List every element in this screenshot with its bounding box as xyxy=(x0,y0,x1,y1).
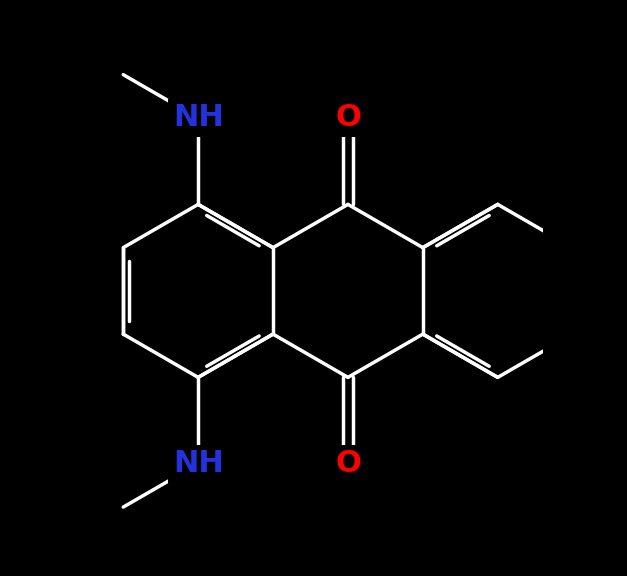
Text: NH: NH xyxy=(173,104,223,132)
Text: NH: NH xyxy=(173,449,223,478)
Text: O: O xyxy=(335,104,361,132)
Text: O: O xyxy=(335,449,361,478)
